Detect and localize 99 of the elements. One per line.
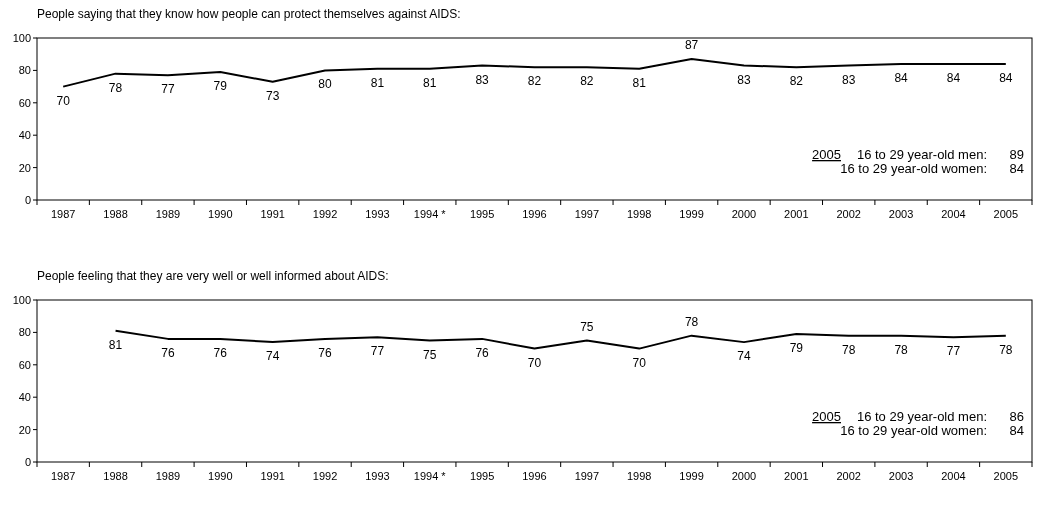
x-tick-label: 2002 — [836, 470, 861, 482]
x-tick-label: 1990 — [208, 470, 233, 482]
data-label: 75 — [423, 347, 437, 362]
x-tick-label: 2005 — [993, 208, 1019, 220]
x-tick-label: 1988 — [103, 470, 128, 482]
x-tick-label: 1999 — [679, 470, 704, 482]
data-label: 78 — [894, 342, 909, 357]
data-label: 77 — [370, 344, 385, 359]
x-tick-label: 1987 — [50, 208, 76, 220]
x-tick-label: 1988 — [103, 208, 128, 220]
data-label: 70 — [632, 355, 647, 370]
data-label: 80 — [318, 77, 333, 92]
y-tick-label: 60 — [18, 358, 31, 371]
x-tick-label: 2001 — [784, 470, 809, 482]
y-tick-label: 20 — [18, 423, 31, 436]
y-tick-label: 40 — [18, 391, 31, 404]
annotation: 84 — [1009, 423, 1024, 438]
y-tick-label: 40 — [18, 129, 31, 142]
x-tick-label: 2003 — [888, 470, 914, 482]
data-label: 82 — [527, 74, 542, 89]
data-label: 74 — [265, 349, 280, 364]
x-tick-label: 2001 — [784, 208, 809, 220]
x-tick-label: 1998 — [626, 470, 652, 482]
annotation: 16 to 29 year-old women: — [840, 161, 987, 176]
y-tick-label: 60 — [18, 96, 31, 109]
y-tick-label: 100 — [12, 294, 31, 306]
data-label: 84 — [999, 70, 1013, 85]
data-label: 77 — [946, 344, 961, 359]
annotation: 2005 — [812, 147, 841, 162]
y-tick-label: 0 — [24, 194, 31, 206]
x-tick-label: 1997 — [574, 208, 600, 220]
x-tick-label: 1993 — [365, 470, 390, 482]
x-tick-label: 2004 — [941, 208, 966, 220]
x-tick-label: 2002 — [836, 208, 861, 220]
data-label: 75 — [580, 319, 594, 334]
x-tick-label: 2000 — [731, 208, 757, 220]
data-label: 83 — [842, 72, 856, 87]
x-tick-label: 1999 — [679, 208, 704, 220]
data-label: 81 — [632, 75, 647, 90]
x-tick-label: 1991 — [260, 208, 285, 220]
x-tick-label: 1996 — [522, 208, 547, 220]
x-tick-label: 2005 — [993, 470, 1019, 482]
y-tick-label: 80 — [18, 64, 31, 77]
data-label: 76 — [161, 345, 175, 360]
data-label: 82 — [789, 74, 804, 89]
data-label: 76 — [318, 345, 333, 360]
data-label: 81 — [370, 75, 385, 90]
y-tick-label: 80 — [18, 326, 31, 339]
data-label: 77 — [161, 82, 175, 97]
data-label: 79 — [213, 79, 228, 94]
x-tick-label: 1991 — [260, 470, 285, 482]
x-tick-label: 1995 — [469, 208, 495, 220]
data-label: 87 — [684, 38, 699, 53]
x-tick-label: 1993 — [365, 208, 390, 220]
data-label: 70 — [527, 355, 542, 370]
data-label: 78 — [108, 80, 123, 95]
y-tick-label: 100 — [12, 32, 31, 44]
x-tick-label: 1997 — [574, 470, 600, 482]
data-label: 76 — [475, 345, 490, 360]
data-label: 78 — [999, 342, 1013, 357]
data-label: 84 — [946, 70, 961, 85]
data-label: 78 — [684, 314, 699, 329]
y-tick-label: 0 — [24, 456, 31, 468]
data-label: 70 — [56, 93, 71, 108]
y-tick-label: 20 — [18, 161, 31, 174]
annotation: 16 to 29 year-old men: — [856, 409, 987, 424]
annotation: 16 to 29 year-old men: — [856, 147, 987, 162]
chart-title: People feeling that they are very well or well informed about AIDS: — [37, 269, 389, 283]
x-tick-label: 1996 — [522, 470, 547, 482]
x-tick-label: 1995 — [469, 470, 495, 482]
x-tick-label: 1998 — [626, 208, 652, 220]
x-tick-label: 1990 — [208, 208, 233, 220]
x-tick-label: 1992 — [312, 208, 338, 220]
x-tick-label: 1994 * — [413, 470, 447, 482]
x-tick-label: 1992 — [312, 470, 338, 482]
annotation: 16 to 29 year-old women: — [840, 423, 987, 438]
data-label: 73 — [265, 88, 280, 103]
data-label: 78 — [842, 342, 856, 357]
annotation: 89 — [1009, 147, 1024, 162]
x-tick-label: 2004 — [941, 470, 966, 482]
x-tick-label: 2000 — [731, 470, 757, 482]
data-label: 81 — [108, 337, 123, 352]
data-label: 79 — [789, 341, 804, 356]
data-label: 82 — [580, 74, 594, 89]
data-label: 83 — [737, 72, 751, 87]
x-tick-label: 1987 — [50, 470, 76, 482]
data-label: 74 — [737, 349, 751, 364]
data-label: 81 — [423, 75, 437, 90]
x-tick-label: 2003 — [888, 208, 914, 220]
x-tick-label: 1989 — [155, 470, 181, 482]
data-label: 83 — [475, 72, 490, 87]
annotation: 2005 — [812, 409, 841, 424]
data-label: 76 — [213, 345, 228, 360]
annotation: 84 — [1009, 161, 1024, 176]
chart-title: People saying that they know how people can protect themselves against AIDS: — [37, 7, 461, 21]
x-tick-label: 1989 — [155, 208, 181, 220]
annotation: 86 — [1009, 409, 1024, 424]
data-label: 84 — [894, 70, 909, 85]
x-tick-label: 1994 * — [413, 208, 447, 220]
